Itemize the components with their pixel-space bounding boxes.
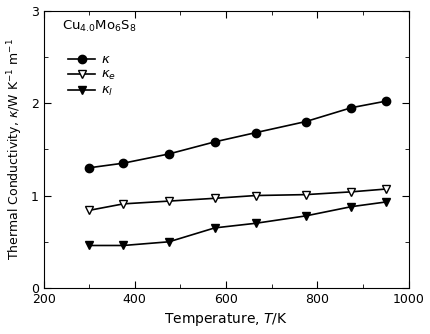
X-axis label: Temperature, $T$/K: Temperature, $T$/K xyxy=(164,311,288,328)
$\kappa_l$ xyxy=(303,214,308,218)
$\kappa_e$ xyxy=(303,193,308,197)
$\kappa$ xyxy=(166,152,172,156)
Line: $\kappa_e$: $\kappa_e$ xyxy=(85,185,390,214)
$\kappa_e$ xyxy=(383,187,388,191)
$\kappa$ xyxy=(121,161,126,165)
$\kappa_l$ xyxy=(166,240,172,244)
Y-axis label: Thermal Conductivity, $\kappa$/W K$^{-1}$ m$^{-1}$: Thermal Conductivity, $\kappa$/W K$^{-1}… xyxy=(6,38,25,260)
$\kappa_l$ xyxy=(121,243,126,247)
Line: $\kappa$: $\kappa$ xyxy=(85,97,390,172)
$\kappa_l$ xyxy=(349,205,354,209)
$\kappa_e$ xyxy=(349,190,354,194)
$\kappa$ xyxy=(86,166,92,170)
$\kappa$ xyxy=(349,106,354,110)
$\kappa_e$ xyxy=(86,208,92,212)
Legend: $\kappa$, $\kappa_e$, $\kappa_l$: $\kappa$, $\kappa_e$, $\kappa_l$ xyxy=(68,53,117,99)
$\kappa$ xyxy=(253,131,258,135)
$\kappa_l$ xyxy=(253,221,258,225)
Text: Cu$_{4.0}$Mo$_6$S$_8$: Cu$_{4.0}$Mo$_6$S$_8$ xyxy=(62,19,136,34)
$\kappa_e$ xyxy=(166,199,172,203)
$\kappa_e$ xyxy=(253,193,258,197)
$\kappa$ xyxy=(383,99,388,103)
$\kappa_e$ xyxy=(212,196,217,200)
Line: $\kappa_l$: $\kappa_l$ xyxy=(85,198,390,249)
$\kappa_l$ xyxy=(383,200,388,204)
$\kappa$ xyxy=(212,140,217,144)
$\kappa$ xyxy=(303,120,308,124)
$\kappa_e$ xyxy=(121,202,126,206)
$\kappa_l$ xyxy=(86,243,92,247)
$\kappa_l$ xyxy=(212,226,217,230)
